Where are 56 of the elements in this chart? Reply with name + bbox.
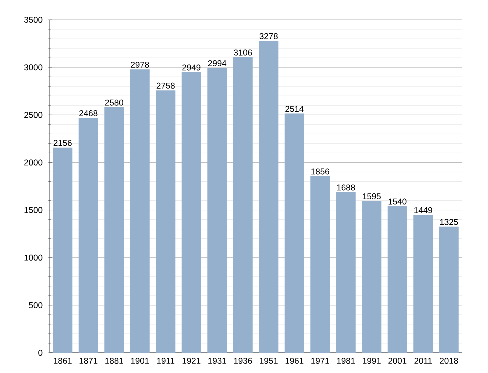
bar: [310, 176, 330, 353]
data-label: 2949: [182, 64, 201, 71]
bar: [388, 206, 408, 353]
data-label: 2468: [80, 110, 98, 116]
x-tick-label: 1936: [234, 358, 252, 364]
x-tick-label: 1951: [260, 358, 278, 364]
x-tick-label: 1971: [312, 358, 330, 364]
x-tick-label: 2011: [414, 358, 432, 364]
x-tick-label: 1991: [363, 358, 381, 364]
y-tick-label: 0: [38, 350, 43, 356]
y-tick-label: 2500: [24, 112, 43, 118]
data-label: 2994: [208, 60, 227, 66]
y-tick-label: 3000: [24, 64, 43, 71]
x-tick-label: 1861: [54, 358, 72, 364]
y-tick-label: 3500: [24, 17, 43, 23]
y-tick-label: 2000: [24, 160, 43, 166]
data-label: 1856: [312, 168, 330, 175]
x-tick-label: 1901: [131, 358, 150, 364]
bar: [208, 68, 228, 353]
data-label: 1595: [363, 194, 381, 200]
x-tick-label: 1981: [337, 358, 356, 364]
data-label: 2514: [286, 106, 304, 112]
data-label: 1325: [440, 219, 458, 226]
bar: [414, 215, 434, 353]
bar: [182, 72, 202, 353]
x-tick-label: 1881: [106, 358, 124, 364]
x-tick-label: 2001: [388, 358, 407, 364]
bar: [53, 148, 73, 353]
x-tick-label: 1921: [182, 358, 201, 364]
bar: [130, 70, 150, 353]
x-tick-label: 1961: [286, 358, 304, 364]
bar: [104, 108, 124, 353]
bar: [362, 201, 382, 353]
data-label: 2978: [131, 62, 150, 68]
bar: [233, 57, 253, 353]
bar: [284, 114, 304, 353]
bar: [259, 41, 279, 353]
bar: [156, 90, 176, 353]
data-label: 3106: [234, 50, 252, 56]
bar: [439, 226, 459, 353]
x-tick-label: 2018: [440, 358, 458, 364]
data-label: 1688: [337, 184, 356, 191]
data-label: 2758: [156, 82, 175, 89]
x-tick-label: 1871: [80, 358, 98, 364]
data-label: 1449: [414, 207, 432, 214]
y-tick-label: 1000: [24, 254, 43, 261]
y-tick-label: 500: [29, 302, 43, 308]
data-label: 2156: [54, 140, 72, 146]
data-label: 2580: [105, 100, 124, 106]
data-label: 3278: [260, 33, 278, 40]
x-tick-label: 1911: [157, 358, 175, 364]
x-tick-label: 1931: [208, 358, 226, 364]
data-label: 1540: [388, 198, 407, 205]
bar: [78, 118, 98, 353]
y-tick-label: 1500: [24, 207, 43, 214]
bar: [336, 192, 356, 353]
